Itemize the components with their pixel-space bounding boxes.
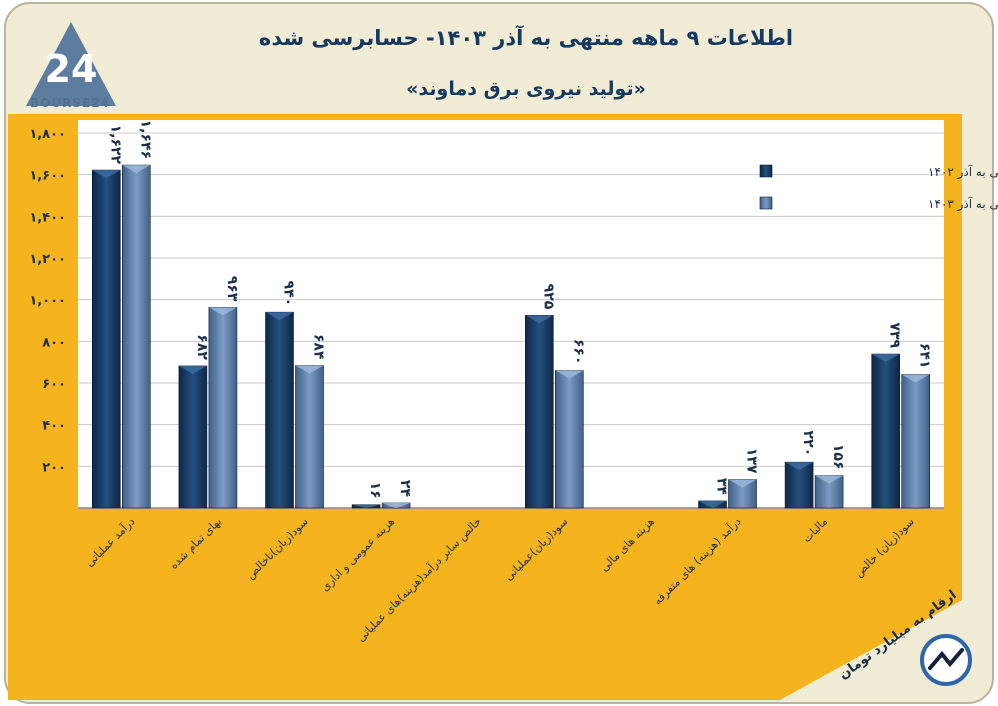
y-tick-label: ۱,۴۰۰ bbox=[29, 210, 66, 225]
legend-swatch-series-2 bbox=[759, 196, 773, 210]
data-label: ۶۴۱ bbox=[917, 343, 933, 369]
bar-series-1 bbox=[92, 169, 121, 509]
data-label: ۱۶ bbox=[367, 482, 383, 499]
bar-cap-series-1 bbox=[698, 500, 727, 508]
bar-cap-series-1 bbox=[871, 354, 900, 363]
data-labels: ۱,۶۲۲ ۱,۶۴۶ ۶۸۲ ۹۶۳ ۹۴۰ ۶۸۴ ۱۶ ۲۴ ۹۲۵ ۶۶۰ ۳۴ ۱۳۷ ۲۲۰… bbox=[107, 120, 932, 499]
bar-cap-series-2 bbox=[208, 307, 237, 316]
bar-cap-series-2 bbox=[555, 370, 584, 379]
y-axis-ticks: ۲۰۰ ۴۰۰ ۶۰۰ ۸۰۰ ۱,۰۰۰ ۱,۲۰۰ ۱,۴۰۰ ۱,۶۰۰ ۱,۸۰۰ bbox=[29, 127, 66, 475]
bar-cap-series-1 bbox=[525, 315, 554, 324]
bar-series-2 bbox=[554, 370, 584, 509]
bar-cap-series-2 bbox=[728, 479, 757, 488]
data-label: ۷۳۹ bbox=[887, 322, 903, 348]
bar-cap-series-2 bbox=[901, 374, 930, 383]
data-label: ۱,۶۲۲ bbox=[107, 125, 123, 165]
legend-label-series-2: عملکرد منتهی به آذر ۱۴۰۳ bbox=[928, 196, 998, 212]
bar-cap-series-1 bbox=[265, 312, 294, 321]
y-tick-label: ۴۰۰ bbox=[42, 419, 66, 434]
page-subtitle: «تولید نیروی برق دماوند» bbox=[406, 78, 646, 100]
data-label: ۱۵۶ bbox=[830, 444, 846, 470]
bar-cap-series-2 bbox=[122, 165, 151, 174]
bar-cap-series-2 bbox=[382, 503, 411, 508]
bar-series-1 bbox=[265, 311, 294, 509]
bar-series-1 bbox=[524, 314, 554, 509]
bourse24-logo-icon: 24 bbox=[26, 22, 116, 106]
y-tick-label: ۱,۰۰۰ bbox=[29, 294, 66, 309]
data-label: ۹۶۳ bbox=[224, 276, 240, 302]
bar-cap-series-1 bbox=[785, 462, 814, 471]
bar-cap-series-1 bbox=[178, 365, 207, 374]
data-label: ۶۸۲ bbox=[194, 334, 210, 360]
bar-series-1 bbox=[178, 365, 208, 509]
trend-line-icon bbox=[928, 648, 964, 670]
data-label: ۶۶۰ bbox=[570, 339, 586, 365]
bars bbox=[92, 164, 931, 509]
data-label: ۳۴ bbox=[714, 478, 730, 496]
y-tick-label: ۲۰۰ bbox=[42, 460, 66, 475]
bar-cap-series-2 bbox=[815, 475, 844, 484]
bar-cap-series-2 bbox=[295, 365, 324, 374]
data-label: ۲۲۰ bbox=[800, 431, 816, 457]
logo-text: BOURSE24 bbox=[30, 96, 110, 110]
legend-swatch-series-1 bbox=[759, 164, 773, 178]
legend-label-series-1: عملکرد منتهی به آذر ۱۴۰۲ bbox=[928, 164, 998, 180]
bar-series-2 bbox=[901, 374, 931, 509]
bar-cap-series-1 bbox=[92, 170, 121, 179]
legend: عملکرد منتهی به آذر ۱۴۰۲ عملکرد منتهی به … bbox=[759, 164, 998, 212]
data-label: ۹۴۰ bbox=[281, 281, 297, 307]
y-tick-label: ۱,۶۰۰ bbox=[29, 169, 66, 184]
data-label: ۹۲۵ bbox=[540, 284, 556, 310]
y-tick-label: ۱,۲۰۰ bbox=[29, 252, 66, 267]
svg-text:24: 24 bbox=[45, 47, 98, 91]
data-label: ۱۳۷ bbox=[744, 448, 760, 474]
data-label: ۲۴ bbox=[397, 480, 413, 498]
bar-series-2 bbox=[295, 365, 324, 509]
page-title: اطلاعات ۹ ماهه منتهی به آذر ۱۴۰۳- حسابرس… bbox=[258, 26, 794, 50]
data-label: ۶۸۴ bbox=[311, 334, 327, 360]
y-tick-label: ۸۰۰ bbox=[42, 335, 66, 350]
bar-cap-series-1 bbox=[352, 504, 381, 508]
bar-series-2 bbox=[122, 164, 151, 509]
y-tick-label: ۶۰۰ bbox=[42, 377, 66, 392]
y-tick-label: ۱,۸۰۰ bbox=[29, 127, 66, 142]
bar-series-1 bbox=[871, 353, 901, 509]
data-label: ۱,۶۴۶ bbox=[137, 120, 153, 160]
bar-series-2 bbox=[208, 307, 238, 509]
